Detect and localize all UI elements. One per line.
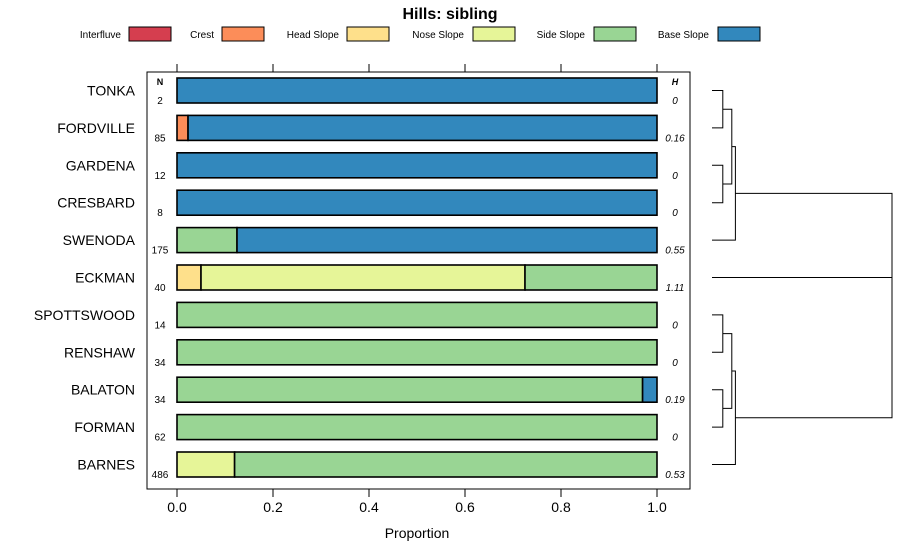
chart-title: Hills: sibling <box>402 6 497 23</box>
dendrogram-link <box>712 389 724 428</box>
bar-row-swenoda: SWENODA 175 0.55 <box>63 226 685 257</box>
n-value: 12 <box>154 171 166 182</box>
top-axis-ticks <box>176 64 658 72</box>
dendrogram-link <box>735 192 893 419</box>
legend-label-side-slope: Side Slope <box>537 30 586 41</box>
dendrogram <box>712 90 893 465</box>
n-value: 34 <box>154 358 166 369</box>
x-tick-label: 0.8 <box>551 499 571 515</box>
bar-row-cresbard: CRESBARD 8 0 <box>57 189 678 219</box>
bar-row-forman: FORMAN 62 0 <box>74 413 678 444</box>
plot-frame <box>146 71 691 490</box>
bar-segment-base-slope <box>641 376 658 404</box>
n-value: 8 <box>157 208 163 219</box>
bar-row-spottswood: SPOTTSWOOD 14 0 <box>34 301 678 331</box>
n-value: 62 <box>154 433 166 444</box>
legend-swatch-head-slope <box>346 26 390 42</box>
bar-segment-base-slope <box>176 152 658 179</box>
n-value: 486 <box>152 470 169 481</box>
bar-segment-base-slope <box>176 77 658 104</box>
n-value: 40 <box>154 283 166 294</box>
x-axis: 0.0 0.2 0.4 0.6 0.8 1.0 <box>167 489 667 515</box>
bar-segment-side-slope <box>176 413 658 441</box>
h-value: 0 <box>672 358 678 369</box>
legend-label-head-slope: Head Slope <box>287 30 340 41</box>
bar-segment-side-slope <box>524 264 658 291</box>
category-label: CRESBARD <box>57 195 135 211</box>
x-tick-label: 0.0 <box>167 499 187 515</box>
bar-segment-head-slope <box>176 264 202 291</box>
n-value: 2 <box>157 96 163 107</box>
x-tick-label: 0.6 <box>455 499 475 515</box>
x-tick-label: 1.0 <box>647 499 667 515</box>
dendrogram-link <box>712 314 724 353</box>
n-value: 14 <box>154 320 166 331</box>
category-label: FORDVILLE <box>57 120 135 136</box>
h-value: 0 <box>672 208 678 219</box>
bar-row-balaton: BALATON 34 0.19 <box>71 376 685 406</box>
category-label: BALATON <box>71 382 135 398</box>
n-value: 175 <box>152 246 169 257</box>
legend-swatch-base-slope <box>717 26 761 42</box>
bar-row-renshaw: RENSHAW 34 0 <box>64 338 678 369</box>
legend-label-interfluve: Interfluve <box>80 30 122 41</box>
bar-row-barnes: BARNES 486 0.53 <box>77 451 685 481</box>
h-value: 0.53 <box>665 470 685 481</box>
h-value: 0.55 <box>665 246 685 257</box>
legend-swatch-crest <box>221 26 265 42</box>
dendrogram-link <box>712 90 724 129</box>
bar-segment-crest <box>176 114 189 142</box>
h-column-header: H <box>672 77 679 87</box>
category-label: TONKA <box>87 83 136 99</box>
category-label: ECKMAN <box>75 270 135 286</box>
n-value: 85 <box>154 133 166 144</box>
x-axis-title: Proportion <box>385 525 450 541</box>
category-label: BARNES <box>77 457 135 473</box>
bar-segment-side-slope <box>233 451 658 478</box>
bar-segment-side-slope <box>176 376 644 404</box>
n-value: 34 <box>154 395 166 406</box>
h-value: 0.16 <box>665 133 685 144</box>
category-label: RENSHAW <box>64 344 136 360</box>
bar-segment-side-slope <box>176 301 658 329</box>
bar-segment-side-slope <box>176 226 238 254</box>
legend-swatch-side-slope <box>593 26 637 42</box>
bar-segment-base-slope <box>176 189 658 216</box>
dendrogram-link <box>722 333 733 409</box>
bar-segment-nose-slope <box>200 264 526 291</box>
legend-label-crest: Crest <box>190 30 214 41</box>
legend-swatch-interfluve <box>128 26 172 42</box>
dendrogram-link <box>722 108 733 185</box>
x-tick-label: 0.4 <box>359 499 379 515</box>
legend: Interfluve Crest Head Slope Nose Slope Side … <box>80 26 761 42</box>
legend-label-base-slope: Base Slope <box>658 30 710 41</box>
category-label: FORMAN <box>74 419 135 435</box>
x-tick-label: 0.2 <box>263 499 283 515</box>
bar-segment-side-slope <box>176 338 658 366</box>
bar-row-eckman: ECKMAN 40 1.11 <box>75 264 685 294</box>
bar-row-tonka: TONKA 2 0 <box>87 77 678 107</box>
dendrogram-link <box>712 277 893 306</box>
h-value: 0 <box>672 433 678 444</box>
bar-row-gardena: GARDENA 12 0 <box>66 152 678 182</box>
legend-swatch-nose-slope <box>472 26 516 42</box>
h-value: 0.19 <box>665 395 685 406</box>
bar-segment-base-slope <box>187 114 658 142</box>
category-label: SPOTTSWOOD <box>34 307 135 323</box>
category-label: SWENODA <box>63 232 136 248</box>
h-value: 0 <box>672 171 678 182</box>
bar-segment-nose-slope <box>176 451 236 478</box>
bar-segment-base-slope <box>236 226 658 254</box>
n-column-header: N <box>157 77 164 87</box>
h-value: 1.11 <box>666 283 685 294</box>
legend-label-nose-slope: Nose Slope <box>412 30 464 41</box>
dendrogram-link <box>712 164 724 204</box>
h-value: 0 <box>672 96 678 107</box>
category-label: GARDENA <box>66 157 136 173</box>
bar-row-fordville: FORDVILLE 85 0.16 <box>57 114 685 144</box>
h-value: 0 <box>672 320 678 331</box>
